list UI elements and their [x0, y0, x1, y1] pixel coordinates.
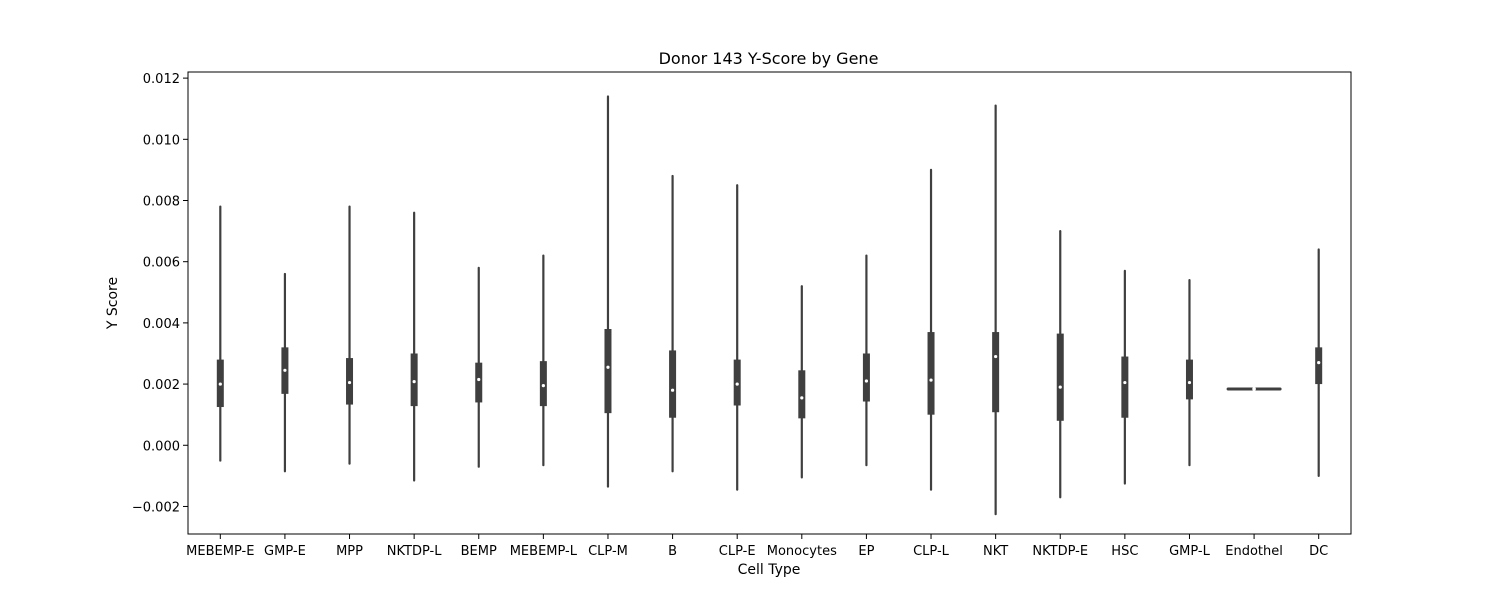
median-marker	[670, 388, 675, 392]
iqr-box	[539, 361, 547, 407]
median-marker	[347, 380, 352, 385]
median-marker	[541, 384, 545, 388]
median-marker	[1187, 380, 1192, 385]
y-tick-label: −0.002	[132, 500, 180, 515]
median-marker	[994, 354, 998, 359]
violin	[669, 174, 677, 473]
iqr-box	[475, 362, 483, 403]
x-tick-label: GMP-E	[264, 544, 306, 559]
x-axis-label: Cell Type	[738, 562, 801, 578]
x-tick-label: NKTDP-E	[1032, 544, 1088, 559]
y-tick-label: 0.000	[143, 439, 180, 454]
plot-area	[216, 95, 1323, 516]
iqr-box	[798, 370, 806, 419]
y-tick-label: 0.010	[143, 133, 180, 148]
y-axis: −0.002 0.000 0.002 0.004 0.006 0.008 0.010 0.01…	[132, 72, 188, 515]
violin	[733, 184, 741, 491]
median-marker	[929, 378, 933, 382]
iqr-box	[410, 353, 418, 407]
y-axis-label: Y Score	[105, 277, 121, 330]
x-tick-label: HSC	[1111, 544, 1138, 559]
median-marker	[477, 377, 481, 382]
violin	[281, 272, 289, 473]
x-tick-label: NKTDP-L	[387, 544, 442, 559]
y-tick-label: 0.004	[143, 317, 180, 332]
x-tick-label: MEBEMP-E	[186, 544, 254, 559]
median-marker	[412, 380, 416, 384]
x-tick-label: Endothel	[1225, 544, 1283, 559]
x-tick-label: MPP	[336, 544, 363, 559]
x-tick-label: NKT	[983, 544, 1008, 559]
median-marker	[864, 379, 869, 383]
y-tick-label: 0.006	[143, 256, 180, 271]
y-tick-label: 0.002	[143, 378, 180, 393]
x-tick-label: CLP-M	[588, 544, 628, 559]
iqr-box	[1315, 347, 1323, 385]
median-marker	[800, 396, 804, 400]
iqr-box	[604, 329, 612, 414]
y-tick-label: 0.008	[143, 195, 180, 210]
x-tick-label: BEMP	[461, 544, 497, 559]
iqr-box	[669, 350, 677, 418]
violin	[1121, 269, 1129, 485]
violin	[346, 205, 354, 465]
violin	[1185, 278, 1193, 467]
median-marker	[283, 368, 287, 372]
violin	[539, 254, 547, 467]
x-tick-label: CLP-L	[913, 544, 950, 559]
iqr-box	[992, 332, 1000, 413]
iqr-box	[927, 332, 935, 415]
median-marker	[218, 382, 222, 386]
x-axis: MEBEMP-E GMP-E MPP NKTDP-L BEMP MEBEMP-L CLP-M…	[186, 534, 1328, 559]
violin	[1226, 387, 1282, 391]
median-marker	[606, 365, 610, 369]
violin	[798, 285, 806, 479]
violin	[216, 205, 224, 462]
median-marker	[735, 382, 739, 386]
violin	[992, 104, 1000, 516]
x-tick-label: EP	[858, 544, 874, 559]
x-tick-label: B	[668, 544, 677, 559]
violin	[410, 211, 418, 482]
violin	[927, 168, 935, 491]
median-marker	[1058, 385, 1062, 389]
iqr-box	[1056, 333, 1064, 421]
violin	[1056, 229, 1064, 499]
median-marker	[1123, 380, 1127, 385]
iqr-box	[1185, 359, 1193, 400]
x-tick-label: CLP-E	[719, 544, 756, 559]
violin	[862, 254, 870, 467]
violin	[604, 95, 612, 488]
iqr-box	[1121, 356, 1129, 418]
x-tick-label: GMP-L	[1169, 544, 1211, 559]
median-marker	[1317, 361, 1321, 365]
iqr-box	[862, 353, 870, 402]
violin	[475, 266, 483, 468]
plot-frame	[187, 71, 1352, 535]
violin	[1315, 248, 1323, 477]
y-tick-label: 0.012	[143, 72, 180, 87]
chart-title: Donor 143 Y-Score by Gene	[659, 49, 879, 68]
x-tick-label: Monocytes	[767, 544, 837, 559]
x-tick-label: DC	[1309, 544, 1328, 559]
x-tick-label: MEBEMP-L	[510, 544, 578, 559]
median-marker	[1252, 387, 1256, 391]
